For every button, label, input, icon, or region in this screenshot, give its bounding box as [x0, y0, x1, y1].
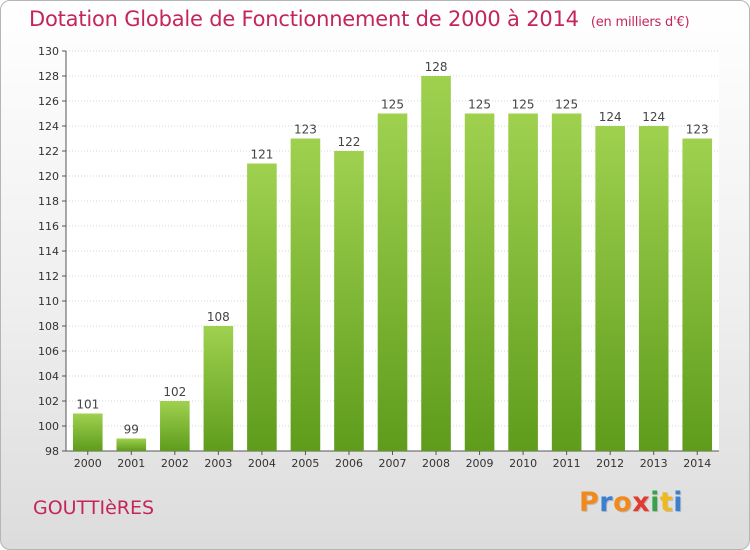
bar-value-label: 123	[686, 123, 709, 137]
x-tick-label: 2006	[335, 457, 363, 470]
x-tick-label: 2014	[683, 457, 711, 470]
logo-letter: x	[632, 487, 651, 518]
bar-value-label: 125	[555, 98, 578, 112]
bar	[551, 113, 582, 451]
logo-letter: i	[673, 487, 684, 518]
y-tick-label: 110	[38, 295, 59, 308]
x-tick-label: 2010	[509, 457, 537, 470]
bar-value-label: 125	[468, 98, 491, 112]
x-tick-label: 2004	[248, 457, 276, 470]
logo-letter: o	[613, 487, 633, 518]
y-tick-label: 102	[38, 395, 59, 408]
proxiti-logo: Proxiti	[579, 487, 683, 518]
y-tick-label: 124	[38, 120, 59, 133]
bar-value-label: 124	[642, 110, 665, 124]
commune-name: GOUTTIèRES	[33, 497, 155, 519]
x-tick-label: 2008	[422, 457, 450, 470]
logo-letter: r	[599, 487, 614, 518]
x-tick-label: 2011	[553, 457, 581, 470]
y-tick-label: 100	[38, 420, 59, 433]
bar-value-label: 99	[124, 423, 139, 437]
y-tick-label: 126	[38, 95, 59, 108]
bar-value-label: 125	[512, 98, 535, 112]
bar	[508, 113, 538, 451]
bar	[682, 138, 713, 451]
bar	[116, 438, 147, 451]
x-tick-label: 2001	[117, 457, 145, 470]
bar-value-label: 123	[294, 123, 317, 137]
bar-value-label: 122	[338, 135, 361, 149]
bar-value-label: 102	[163, 385, 186, 399]
bar	[464, 113, 495, 451]
x-tick-label: 2012	[596, 457, 624, 470]
chart-unit: (en milliers d'€)	[590, 15, 690, 30]
bar-value-label: 121	[250, 148, 273, 162]
x-tick-label: 2013	[640, 457, 668, 470]
x-tick-label: 2002	[161, 457, 189, 470]
bar	[160, 401, 190, 451]
y-tick-label: 130	[38, 45, 59, 58]
x-tick-label: 2009	[466, 457, 494, 470]
bar-value-label: 124	[599, 110, 622, 124]
y-tick-label: 104	[38, 370, 59, 383]
bar	[638, 126, 669, 451]
y-tick-label: 122	[38, 145, 59, 158]
y-tick-label: 120	[38, 170, 59, 183]
y-tick-label: 116	[38, 220, 59, 233]
y-tick-label: 108	[38, 320, 59, 333]
bar	[247, 163, 277, 451]
y-tick-label: 118	[38, 195, 59, 208]
bar-value-label: 125	[381, 98, 404, 112]
bar-value-label: 108	[207, 310, 230, 324]
bar-value-label: 128	[425, 60, 448, 74]
bar	[421, 76, 451, 451]
bar-value-label: 101	[76, 398, 99, 412]
bar	[203, 326, 234, 451]
logo-letter: t	[659, 487, 674, 518]
x-tick-label: 2007	[379, 457, 407, 470]
y-tick-label: 98	[45, 445, 59, 458]
bar	[377, 113, 408, 451]
bar	[334, 151, 364, 451]
chart-title-text: Dotation Globale de Fonctionnement de 20…	[29, 7, 579, 31]
x-tick-label: 2005	[291, 457, 319, 470]
bar	[595, 126, 625, 451]
bar	[72, 413, 103, 451]
y-tick-label: 114	[38, 245, 59, 258]
x-tick-label: 2000	[74, 457, 102, 470]
x-tick-label: 2003	[204, 457, 232, 470]
logo-letter: i	[650, 487, 660, 518]
chart-title: Dotation Globale de Fonctionnement de 20…	[29, 7, 690, 31]
logo-letter: P	[579, 487, 600, 518]
bar	[290, 138, 321, 451]
y-tick-label: 128	[38, 70, 59, 83]
y-tick-label: 106	[38, 345, 59, 358]
y-tick-label: 112	[38, 270, 59, 283]
